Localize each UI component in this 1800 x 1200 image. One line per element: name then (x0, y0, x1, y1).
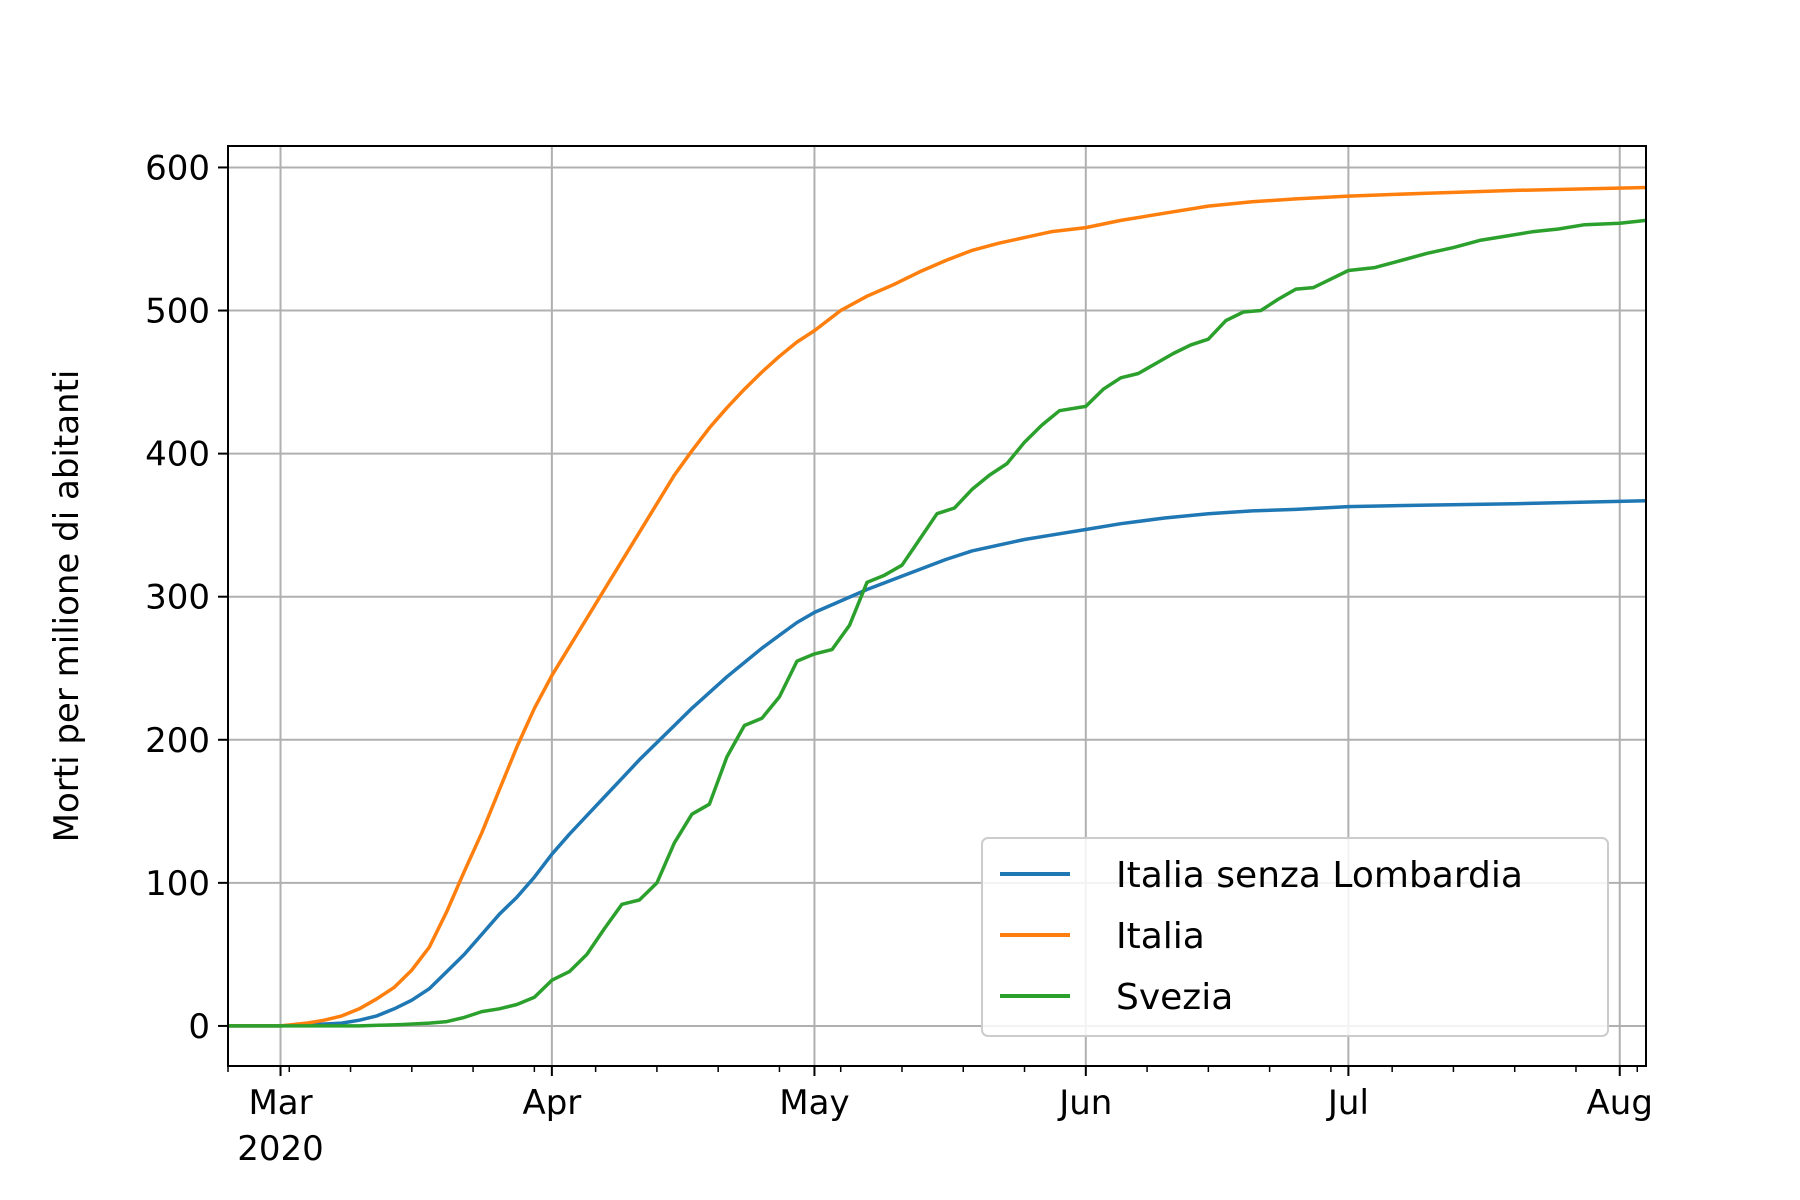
y-tick-label: 300 (145, 578, 210, 618)
legend-box (981, 837, 1609, 1037)
x-axis-ticks: Mar 2020 Apr May Jun Jul Aug (227, 1066, 1653, 1169)
x-tick-year-label: 2020 (237, 1129, 324, 1169)
axes-frame (227, 145, 1647, 1067)
y-tick-label: 600 (145, 148, 210, 188)
series-line-1 (228, 499, 1647, 1028)
x-tick-label: Apr (522, 1083, 581, 1123)
y-tick-label: 100 (145, 864, 210, 904)
legend: Italia senza Lombardia Italia Svezia (981, 837, 1609, 1037)
y-axis-label: Morti per milione di abitanti (47, 370, 87, 843)
legend-label: Italia (1116, 916, 1205, 957)
series-lines (228, 185, 1647, 1028)
y-tick-label: 200 (145, 721, 210, 761)
series-line-2 (228, 185, 1647, 1028)
y-axis-ticks: 0 100 200 300 400 500 600 (145, 148, 228, 1047)
x-tick-label: Jun (1057, 1083, 1112, 1123)
series-line-3 (228, 218, 1647, 1028)
legend-label: Svezia (1116, 977, 1233, 1018)
x-tick-label: Aug (1587, 1083, 1653, 1123)
x-tick-label: May (779, 1083, 849, 1123)
y-tick-label: 500 (145, 292, 210, 332)
grid-lines (228, 146, 1646, 1066)
y-tick-label: 0 (188, 1007, 210, 1047)
y-tick-label: 400 (145, 435, 210, 475)
legend-label: Italia senza Lombardia (1116, 855, 1523, 896)
x-tick-label: Mar (248, 1083, 312, 1123)
x-tick-label: Jul (1326, 1083, 1369, 1123)
